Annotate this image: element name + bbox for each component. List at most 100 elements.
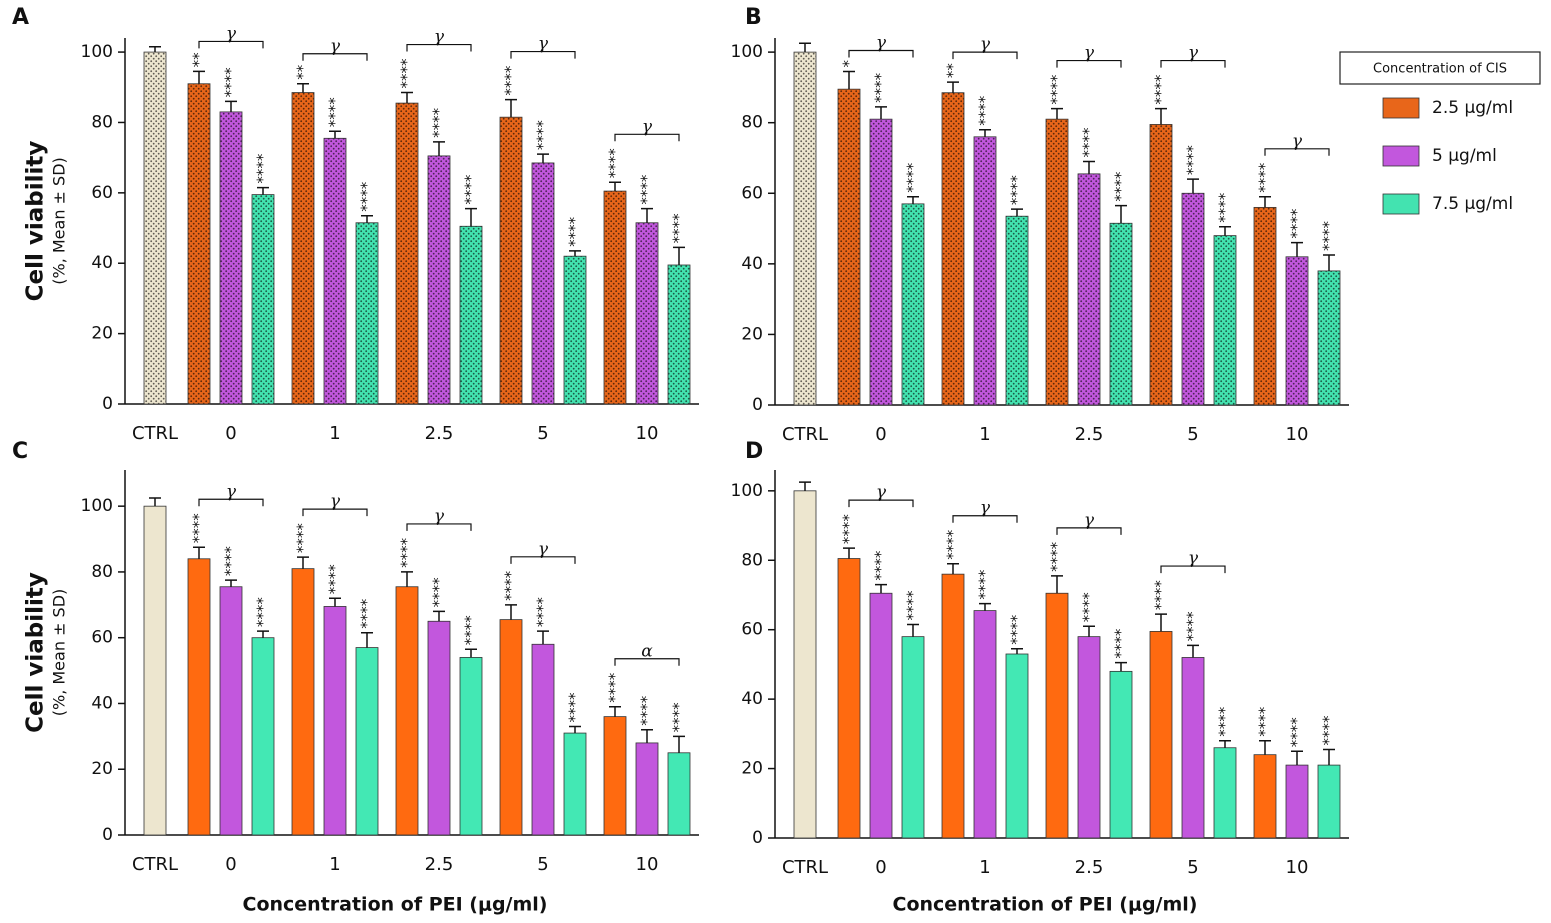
significance-stars: **** (430, 107, 448, 138)
error-bar (799, 42, 811, 53)
error-bar (1291, 750, 1303, 766)
bar (1077, 173, 1101, 406)
significance-stars: **** (904, 162, 922, 193)
bracket-label: γ (1084, 43, 1095, 63)
bar (901, 203, 925, 406)
significance-stars: **** (430, 577, 448, 608)
bar (869, 592, 893, 839)
significance-stars: **** (670, 213, 688, 244)
legend-title-box (1339, 51, 1541, 85)
x-axis-label: Concentration of PEI (μg/ml) (243, 894, 548, 916)
significance-stars: **** (566, 692, 584, 723)
error-bar (875, 106, 887, 120)
x-tick-label: 2.5 (425, 423, 454, 444)
bar (793, 490, 817, 839)
significance-stars: **** (1216, 192, 1234, 223)
significance-stars: **** (1112, 171, 1130, 202)
error-bar (193, 70, 205, 84)
x-tick-label: 5 (537, 854, 548, 875)
significance-stars: **** (502, 570, 520, 601)
bar (603, 716, 627, 836)
significance-stars: **** (254, 597, 272, 628)
error-bar (401, 571, 413, 587)
bracket (198, 40, 264, 49)
error-bar (361, 214, 373, 223)
significance-stars: ** (294, 64, 312, 80)
bracket-label: γ (876, 483, 887, 503)
significance-stars: **** (1152, 580, 1170, 611)
significance-stars: **** (502, 65, 520, 96)
error-bar (1259, 740, 1271, 755)
error-bar (907, 196, 919, 204)
error-bar (569, 725, 581, 734)
error-bar (907, 623, 919, 637)
significance-stars: **** (1288, 208, 1306, 239)
y-tick-label: 100 (731, 42, 763, 62)
error-bar (569, 250, 581, 257)
significance-stars: **** (358, 181, 376, 212)
x-tick-label: 1 (329, 854, 340, 875)
bar (459, 225, 483, 405)
bar (941, 92, 965, 406)
significance-stars: **** (326, 564, 344, 595)
y-tick-label: 20 (741, 759, 763, 779)
bracket (406, 523, 472, 531)
error-bar (1051, 107, 1063, 120)
bar (1005, 653, 1029, 839)
significance-stars: **** (1048, 541, 1066, 572)
bar (251, 637, 275, 836)
y-tick-label: 60 (91, 183, 113, 203)
bracket-label: γ (330, 492, 341, 512)
error-bar (433, 141, 445, 156)
error-bar (1115, 661, 1127, 672)
error-bar (843, 70, 855, 90)
bracket-label: γ (226, 482, 237, 502)
x-tick-label: 0 (875, 424, 886, 445)
bracket (614, 133, 680, 142)
x-tick-label: CTRL (782, 424, 828, 445)
significance-stars: **** (222, 67, 240, 98)
error-bar (979, 602, 991, 611)
error-bar (875, 583, 887, 594)
bar (973, 610, 997, 839)
bar (323, 606, 347, 836)
error-bar (1155, 107, 1167, 125)
bracket-label: α (641, 641, 653, 661)
bar (187, 558, 211, 836)
y-axis-sublabel: (%, Mean ± SD) (50, 589, 69, 717)
significance-stars: **** (294, 523, 312, 554)
error-bar (1115, 204, 1127, 224)
bar (1005, 215, 1029, 406)
x-tick-label: CTRL (782, 857, 828, 878)
bar (667, 752, 691, 836)
bracket-label: γ (434, 506, 445, 526)
bracket-label: γ (1188, 43, 1199, 63)
x-tick-label: 5 (1187, 857, 1198, 878)
significance-stars: ** (190, 52, 208, 68)
x-tick-label: 0 (225, 854, 236, 875)
bracket (1056, 59, 1122, 68)
error-bar (149, 46, 161, 53)
error-bar (225, 100, 237, 112)
error-bar (609, 706, 621, 717)
significance-stars: **** (1216, 706, 1234, 737)
bar (635, 742, 659, 836)
significance-stars: **** (462, 615, 480, 646)
bar (1181, 192, 1205, 406)
error-bar (947, 562, 959, 575)
significance-stars: **** (606, 148, 624, 179)
significance-stars: **** (358, 598, 376, 629)
error-bar (979, 129, 991, 137)
x-tick-label: 10 (1286, 857, 1309, 878)
x-tick-label: 0 (225, 423, 236, 444)
error-bar (537, 153, 549, 163)
error-bar (257, 630, 269, 638)
y-axis-label: Cell viability (23, 572, 49, 733)
bar (219, 111, 243, 405)
x-tick-label: 2.5 (1075, 857, 1104, 878)
error-bar (641, 207, 653, 223)
significance-stars: **** (398, 58, 416, 89)
bar (1285, 764, 1309, 839)
bracket (614, 658, 680, 666)
panel-label: A (12, 5, 29, 30)
